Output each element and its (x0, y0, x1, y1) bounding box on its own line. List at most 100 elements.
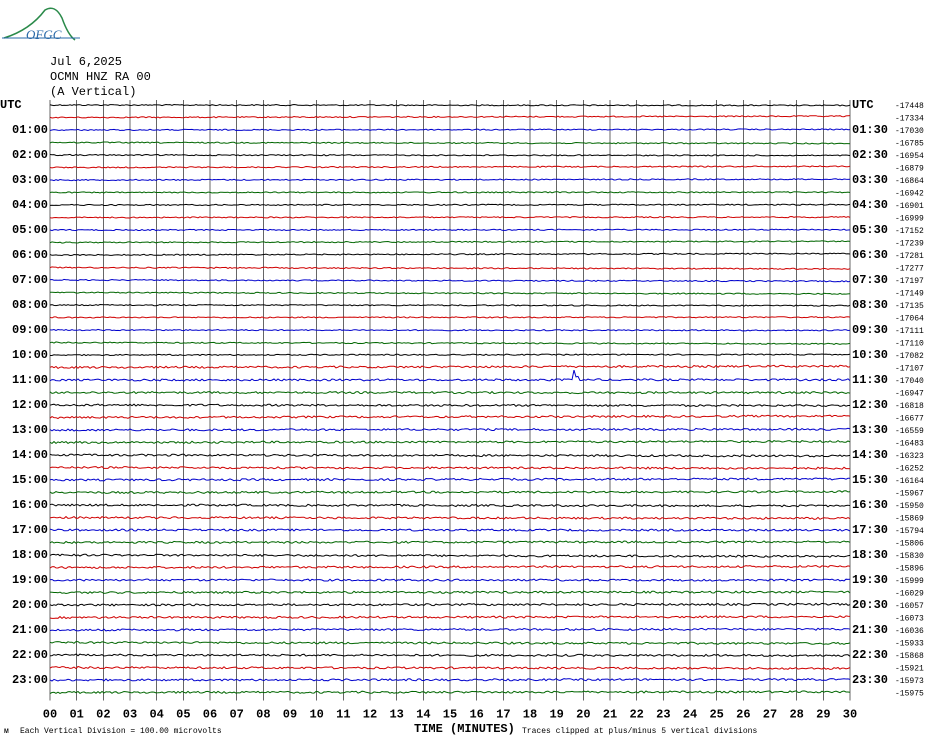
right-value: -17030 (895, 127, 924, 136)
right-value: -17448 (895, 102, 924, 111)
trace (49, 328, 851, 332)
trace (49, 553, 851, 558)
left-label: 12:00 (12, 398, 48, 412)
trace (49, 653, 851, 658)
right-value: -16947 (895, 390, 924, 399)
left-label: 05:00 (12, 223, 48, 237)
right-label: 13:30 (852, 423, 888, 437)
trace (49, 439, 851, 445)
right-value: -15999 (895, 577, 924, 586)
right-value: -17107 (895, 365, 924, 374)
left-label: 02:00 (12, 148, 48, 162)
trace (49, 390, 851, 395)
trace (49, 364, 851, 370)
trace (50, 178, 851, 182)
left-label: 16:00 (12, 498, 48, 512)
left-label: 17:00 (12, 523, 48, 537)
x-tick-label: 12 (363, 708, 377, 722)
right-value: -16559 (895, 427, 924, 436)
right-value: -15868 (895, 652, 924, 661)
trace (49, 228, 851, 232)
right-value: -17281 (895, 252, 924, 261)
trace (49, 466, 851, 470)
left-label: 01:00 (12, 123, 48, 137)
left-label: 21:00 (12, 623, 48, 637)
right-value: -17277 (895, 265, 924, 274)
trace (49, 266, 851, 270)
right-value: -17152 (895, 227, 924, 236)
right-value: -16483 (895, 440, 924, 449)
right-value: -15967 (895, 490, 924, 499)
trace (49, 602, 851, 607)
left-label: 15:00 (12, 473, 48, 487)
x-tick-label: 07 (229, 708, 243, 722)
trace (49, 128, 851, 132)
trace (49, 141, 851, 145)
x-tick-label: 30 (843, 708, 857, 722)
right-value: -15794 (895, 527, 924, 536)
left-label: 06:00 (12, 248, 48, 262)
right-value: -15806 (895, 540, 924, 549)
trace (50, 353, 851, 357)
right-value: -16901 (895, 202, 924, 211)
right-value: -15896 (895, 565, 924, 574)
right-value: -17334 (895, 115, 924, 124)
left-label: 04:00 (12, 198, 48, 212)
scale-note: Each Vertical Division = 100.00 microvol… (20, 727, 222, 736)
trace (49, 369, 851, 382)
right-value: -15921 (895, 665, 924, 674)
trace (49, 615, 851, 620)
trace (49, 564, 851, 570)
right-label: 11:30 (852, 373, 888, 387)
right-label: 23:30 (852, 673, 888, 687)
logo-mark (3, 7, 76, 41)
right-label: 22:30 (852, 648, 888, 662)
x-tick-label: 17 (496, 708, 510, 722)
trace (49, 641, 851, 645)
trace (49, 590, 851, 595)
x-tick-label: 04 (149, 708, 163, 722)
x-tick-label: 11 (336, 708, 350, 722)
right-value: -16818 (895, 402, 924, 411)
left-label: 11:00 (12, 373, 48, 387)
right-value: -16999 (895, 215, 924, 224)
x-tick-label: 28 (789, 708, 803, 722)
right-value: -16323 (895, 452, 924, 461)
x-tick-label: 27 (763, 708, 777, 722)
right-label: 10:30 (852, 348, 888, 362)
trace (49, 678, 851, 682)
trace (49, 528, 851, 532)
x-tick-label: 22 (629, 708, 643, 722)
right-value: -16036 (895, 627, 924, 636)
x-tick-label: 10 (309, 708, 323, 722)
x-tick-label: 29 (816, 708, 830, 722)
x-tick-label: 26 (736, 708, 750, 722)
trace (49, 427, 851, 432)
left-label: 19:00 (12, 573, 48, 587)
trace (49, 403, 850, 408)
right-label: 01:30 (852, 123, 888, 137)
right-value: -16057 (895, 602, 924, 611)
x-tick-label: 18 (523, 708, 537, 722)
trace (49, 540, 851, 544)
trace (49, 453, 851, 458)
x-tick-label: 21 (603, 708, 617, 722)
right-value: -16785 (895, 140, 924, 149)
clip-note: Traces clipped at plus/minus 5 vertical … (522, 727, 757, 736)
right-value: -17040 (895, 377, 924, 386)
x-axis-title: TIME (MINUTES) (414, 722, 515, 736)
left-label: 22:00 (12, 648, 48, 662)
right-value: -17135 (895, 302, 924, 311)
right-label: 06:30 (852, 248, 888, 262)
right-value: -17064 (895, 315, 924, 324)
trace (49, 153, 851, 157)
right-value: -15973 (895, 677, 924, 686)
right-label: 15:30 (852, 473, 888, 487)
right-label: 04:30 (852, 198, 888, 212)
x-tick-label: 19 (549, 708, 563, 722)
trace (49, 503, 851, 508)
right-label: 18:30 (852, 548, 888, 562)
right-label: 21:30 (852, 623, 888, 637)
date: Jul 6,2025 (50, 55, 122, 69)
x-tick-label: 01 (69, 708, 83, 722)
